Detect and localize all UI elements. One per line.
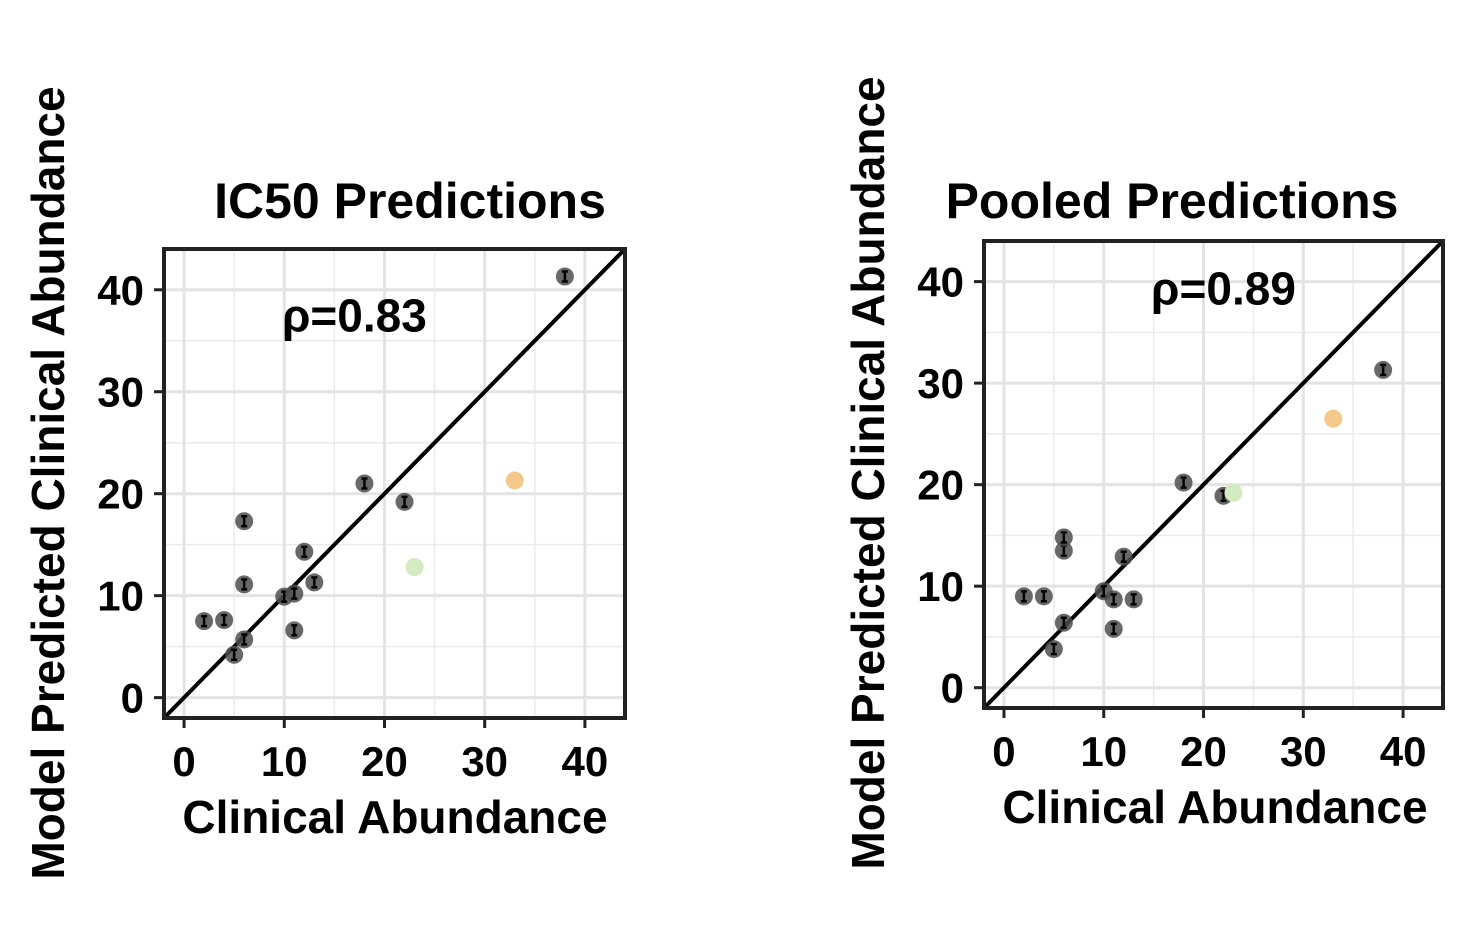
x-tick-label: 20 xyxy=(1180,728,1227,775)
y-axis-title: Model Predicted Clinical Abundance xyxy=(842,76,894,869)
y-tick-label: 10 xyxy=(917,563,964,610)
plot-area: 0 10 20 30 40 0 10 20 30 40 xyxy=(97,247,627,785)
data-point xyxy=(305,573,324,592)
x-tick-label: 40 xyxy=(562,738,609,785)
data-point xyxy=(1054,528,1073,547)
y-tick-label: 40 xyxy=(97,267,144,314)
chart-title: IC50 Predictions xyxy=(214,173,606,229)
data-point-green xyxy=(405,558,424,577)
data-point xyxy=(235,575,254,594)
data-point xyxy=(195,612,214,631)
correlation-annotation: ρ=0.89 xyxy=(1151,263,1296,315)
data-point-green xyxy=(1224,483,1243,502)
y-tick-label: 30 xyxy=(97,369,144,416)
data-point xyxy=(555,267,574,286)
data-point-orange xyxy=(505,471,524,490)
data-point xyxy=(355,474,374,493)
data-point-orange xyxy=(1324,409,1343,428)
y-tick-label: 0 xyxy=(121,675,144,722)
chart-title: Pooled Predictions xyxy=(946,173,1399,229)
y-tick-label: 20 xyxy=(97,471,144,518)
x-tick-label: 30 xyxy=(1280,728,1327,775)
data-point xyxy=(1104,619,1123,638)
x-tick-label: 10 xyxy=(1080,728,1127,775)
x-axis-title: Clinical Abundance xyxy=(182,791,607,843)
y-tick-label: 40 xyxy=(917,259,964,306)
data-point xyxy=(1124,590,1143,609)
data-point xyxy=(235,512,254,531)
data-point xyxy=(1044,640,1063,659)
data-point xyxy=(235,630,254,649)
y-tick-label: 30 xyxy=(917,360,964,407)
data-point xyxy=(1054,613,1073,632)
plot-area: 0 10 20 30 40 0 10 20 30 40 xyxy=(917,239,1445,775)
data-point xyxy=(395,492,414,511)
pooled-panel: 0 10 20 30 40 0 10 20 30 40 Pooled Predictions Cl… xyxy=(842,76,1445,870)
data-point xyxy=(285,621,304,640)
data-point xyxy=(225,645,244,664)
plot-border xyxy=(162,247,627,720)
data-point xyxy=(1104,590,1123,609)
correlation-annotation: ρ=0.83 xyxy=(282,289,427,341)
plot-border xyxy=(982,239,1445,710)
x-tick-label: 0 xyxy=(992,728,1015,775)
x-tick-label: 30 xyxy=(461,738,508,785)
x-tick-label: 20 xyxy=(361,738,408,785)
data-point xyxy=(1014,587,1033,606)
y-tick-label: 10 xyxy=(97,573,144,620)
x-axis-title: Clinical Abundance xyxy=(1002,781,1427,833)
y-axis-title: Model Predicted Clinical Abundance xyxy=(22,86,74,879)
x-tick-label: 0 xyxy=(172,738,195,785)
data-point xyxy=(1034,587,1053,606)
data-point xyxy=(1174,473,1193,492)
y-tick-label: 0 xyxy=(941,665,964,712)
ic50-panel: 0 10 20 30 40 0 10 20 30 40 IC50 Predictions Clin… xyxy=(22,86,627,880)
data-point xyxy=(1374,360,1393,379)
x-tick-label: 40 xyxy=(1380,728,1427,775)
data-point xyxy=(1114,547,1133,566)
y-tick-label: 20 xyxy=(917,462,964,509)
data-point xyxy=(295,542,314,561)
x-tick-label: 10 xyxy=(261,738,308,785)
data-point xyxy=(1054,541,1073,560)
data-point xyxy=(215,611,234,630)
data-point xyxy=(285,584,304,603)
